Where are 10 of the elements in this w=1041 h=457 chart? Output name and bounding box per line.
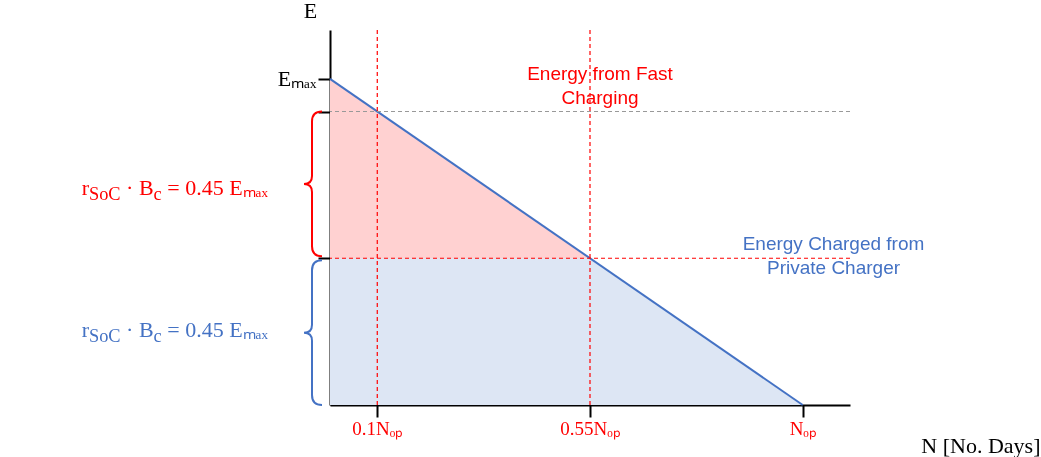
- y-tick-label: Eₘₐₓ: [277, 66, 318, 92]
- annotation: Energy Charged from Private Charger: [741, 232, 926, 280]
- text: r$_{SoC}$ · B$_{c}$ = 0.45 Eₘₐₓ: [80, 175, 268, 207]
- text: r$_{SoC}$ · B$_{c}$ = 0.45 Eₘₐₓ: [80, 317, 268, 349]
- x-axis-title: N [No. Days]: [921, 432, 1041, 457]
- x-tick-label: 0.1Nₒₚ: [352, 417, 404, 440]
- annotation: Energy from Fast Charging: [526, 62, 674, 110]
- y-axis-title: E: [303, 0, 318, 23]
- x-tick-label: 0.55Nₒₚ: [560, 417, 621, 440]
- x-tick-label: Nₒₚ: [789, 417, 817, 440]
